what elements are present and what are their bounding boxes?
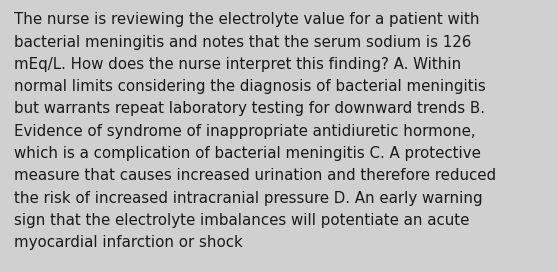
Text: but warrants repeat laboratory testing for downward trends B.: but warrants repeat laboratory testing f…: [14, 101, 485, 116]
Text: measure that causes increased urination and therefore reduced: measure that causes increased urination …: [14, 168, 496, 183]
Text: bacterial meningitis and notes that the serum sodium is 126: bacterial meningitis and notes that the …: [14, 35, 472, 50]
Text: sign that the electrolyte imbalances will potentiate an acute: sign that the electrolyte imbalances wil…: [14, 213, 469, 228]
Text: mEq/L. How does the nurse interpret this finding? A. Within: mEq/L. How does the nurse interpret this…: [14, 57, 461, 72]
Text: which is a complication of bacterial meningitis C. A protective: which is a complication of bacterial men…: [14, 146, 481, 161]
Text: Evidence of syndrome of inappropriate antidiuretic hormone,: Evidence of syndrome of inappropriate an…: [14, 124, 475, 139]
Text: The nurse is reviewing the electrolyte value for a patient with: The nurse is reviewing the electrolyte v…: [14, 12, 479, 27]
Text: the risk of increased intracranial pressure D. An early warning: the risk of increased intracranial press…: [14, 191, 483, 206]
Text: normal limits considering the diagnosis of bacterial meningitis: normal limits considering the diagnosis …: [14, 79, 485, 94]
Text: myocardial infarction or shock: myocardial infarction or shock: [14, 235, 243, 250]
